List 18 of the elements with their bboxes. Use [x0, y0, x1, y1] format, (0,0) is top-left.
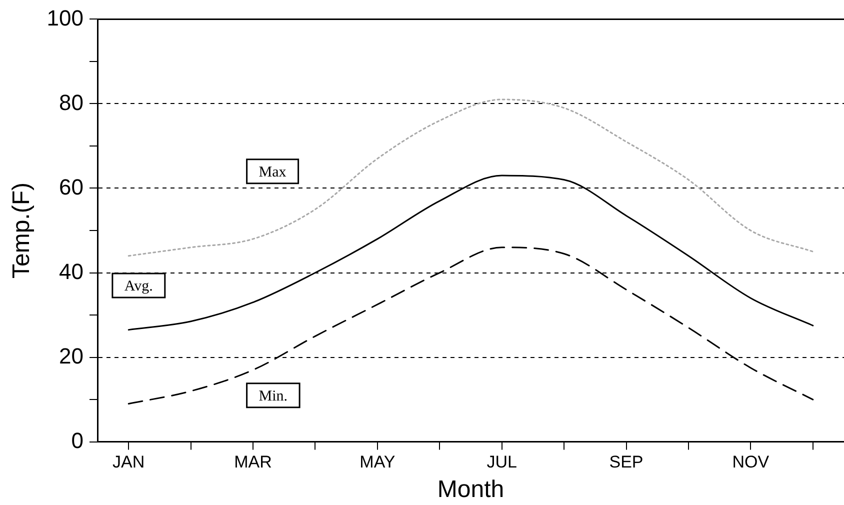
x-axis-title: Month — [437, 476, 504, 504]
y-axis-title: Temp.(F) — [8, 182, 36, 278]
y-tick-label: 0 — [71, 428, 84, 453]
annotation: Avg. — [124, 278, 153, 294]
y-tick-label: 80 — [59, 90, 84, 115]
y-tick-label: 20 — [59, 343, 84, 368]
x-tick-label: NOV — [732, 452, 770, 472]
annotation: Min. — [258, 388, 288, 404]
x-tick-label: MAY — [360, 452, 396, 472]
x-tick-label: JUL — [486, 452, 517, 472]
y-tick-label: 100 — [46, 5, 84, 30]
y-tick-label: 40 — [59, 258, 84, 284]
x-tick-label: JAN — [112, 452, 145, 472]
x-tick-label: SEP — [609, 452, 644, 472]
line-series — [128, 98, 814, 257]
x-tick-label: MAR — [234, 452, 272, 472]
annotation: Max — [258, 164, 287, 180]
y-tick-label: 60 — [59, 174, 84, 200]
